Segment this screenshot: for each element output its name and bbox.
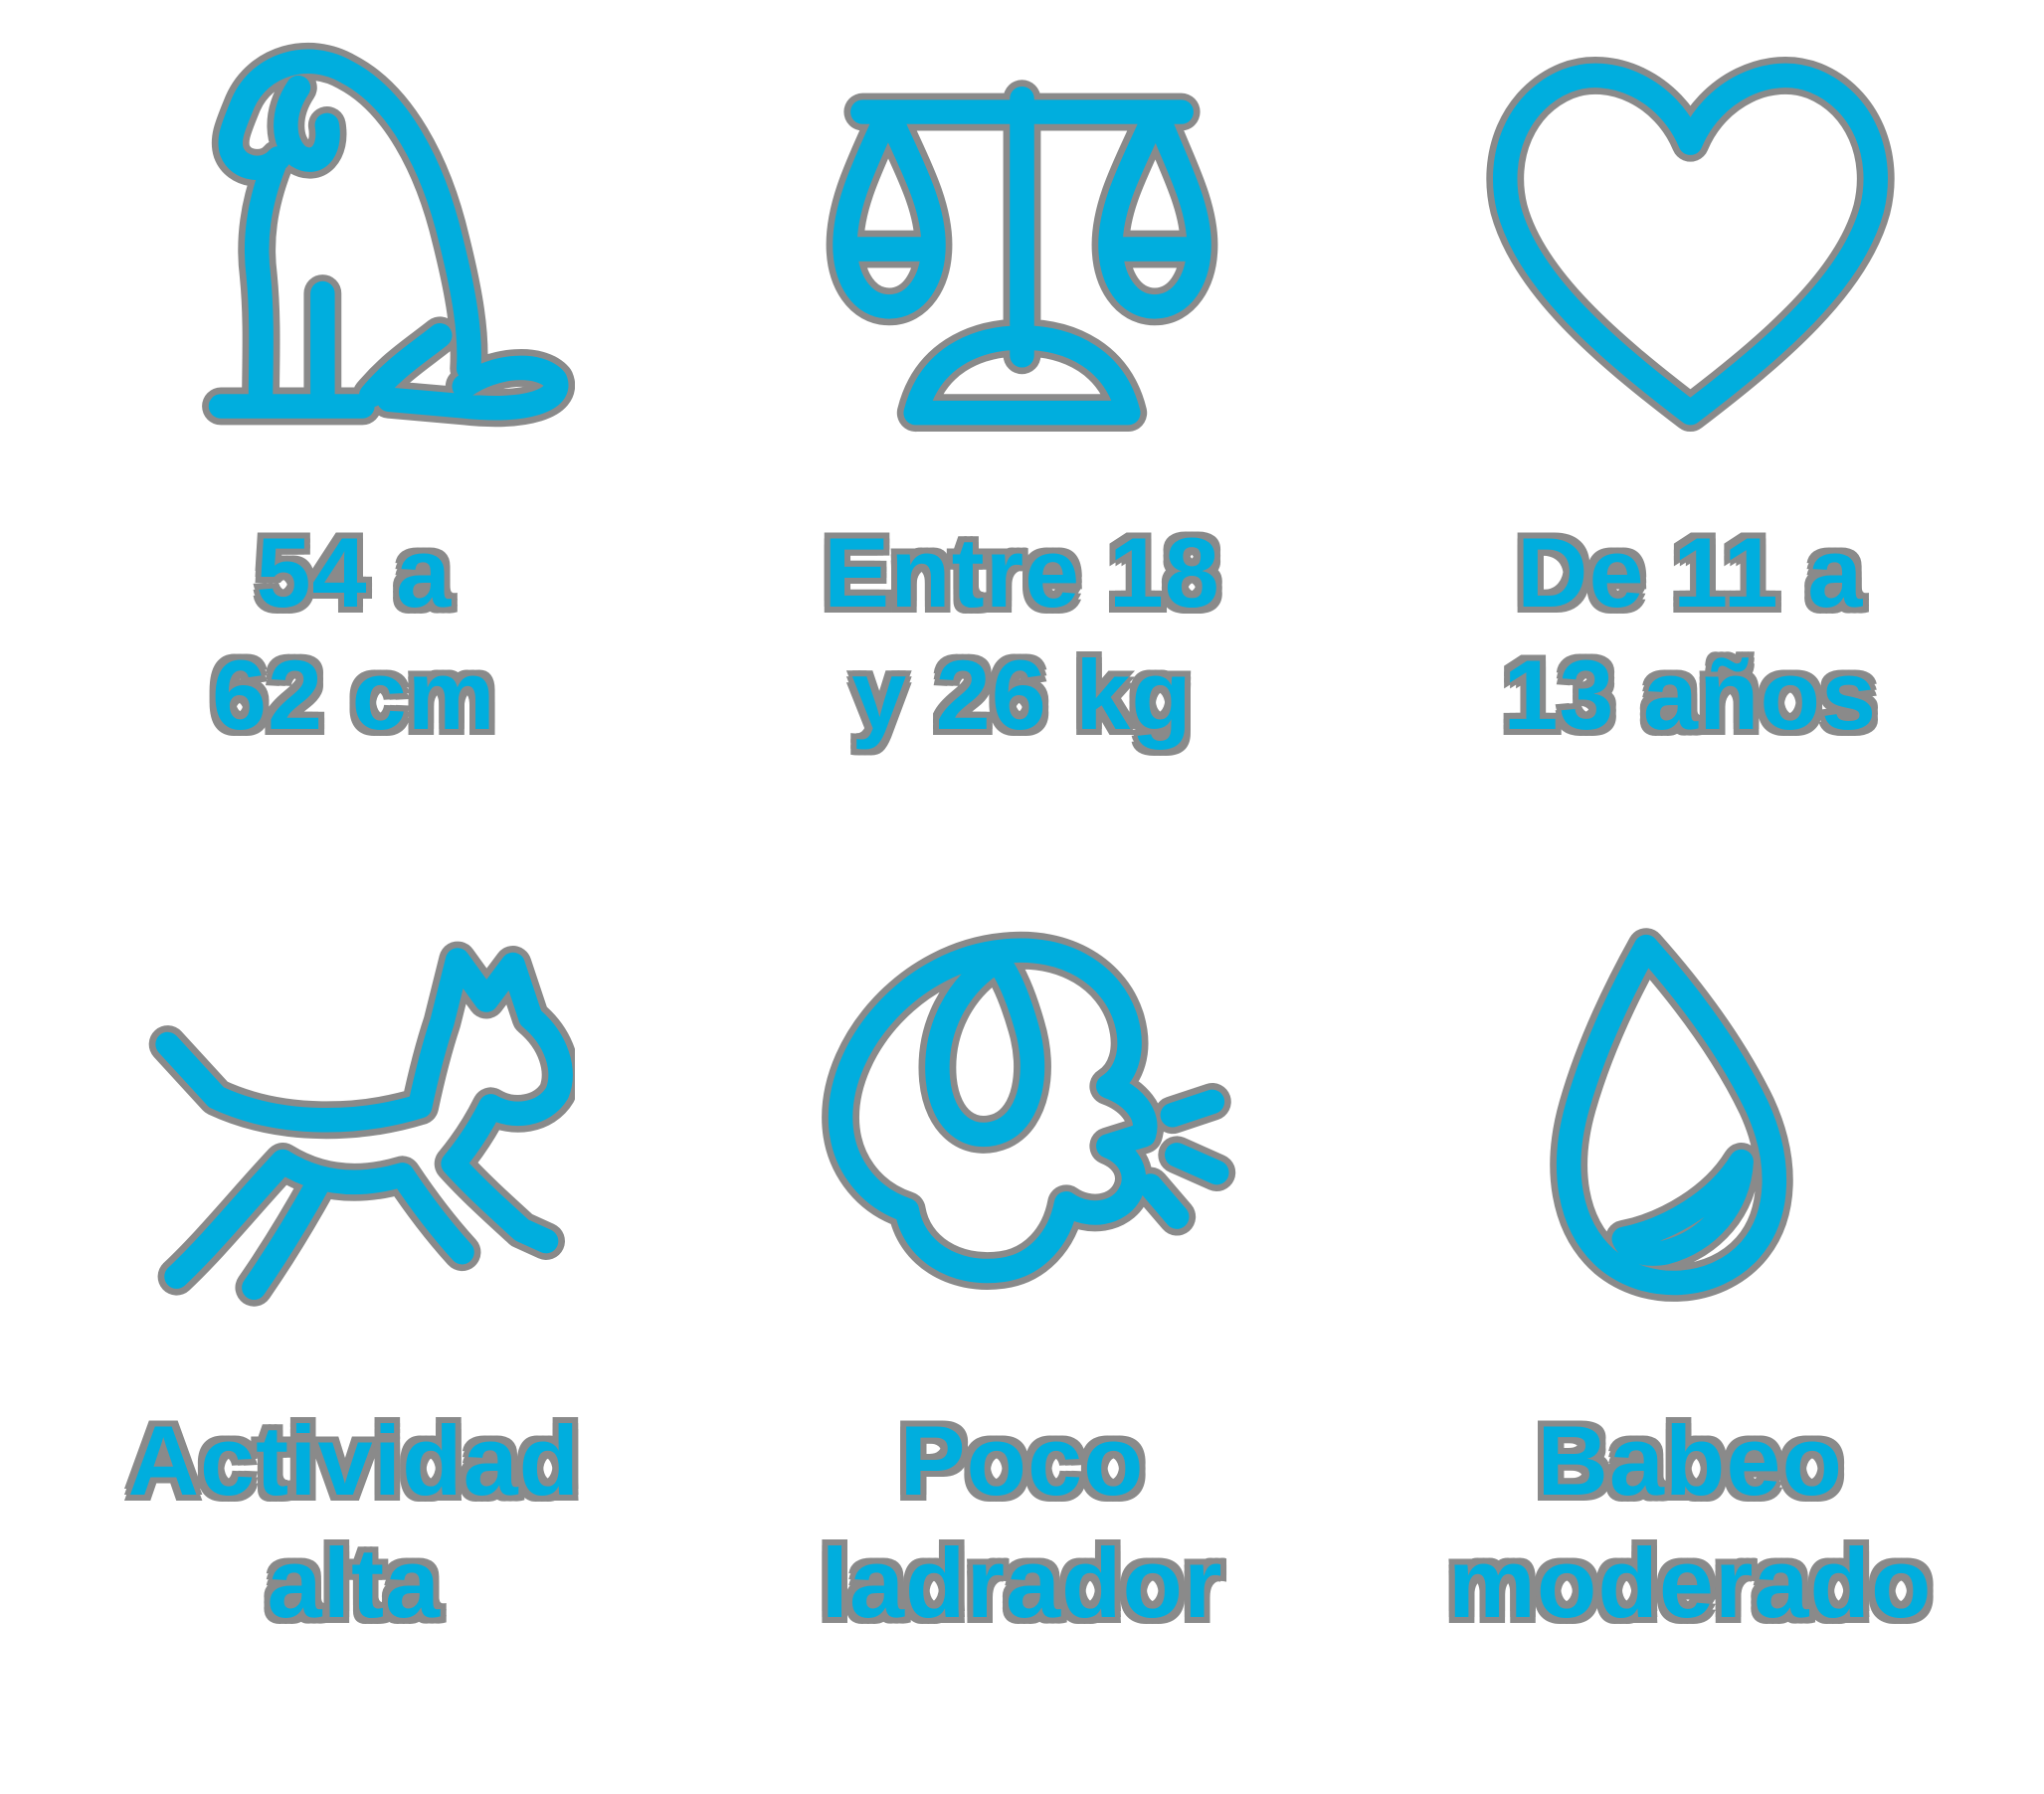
trait-label: Entre 18 y 26 kg	[824, 512, 1220, 757]
sitting-dog-icon	[132, 28, 575, 470]
trait-label-line1: De 11 a	[1517, 517, 1864, 628]
trait-label-line2: y 26 kg	[851, 638, 1193, 750]
trait-card-activity: Actividad alta	[20, 916, 688, 1764]
trait-label: De 11 a 13 años	[1503, 512, 1877, 757]
drop-icon	[1469, 916, 1912, 1358]
scale-icon	[801, 28, 1243, 470]
trait-label-line2: alta	[267, 1526, 442, 1638]
trait-label: Babeo moderado	[1448, 1400, 1933, 1645]
trait-card-lifespan: De 11 a 13 años	[1356, 28, 2024, 876]
trait-card-weight: Entre 18 y 26 kg	[688, 28, 1357, 876]
heart-icon	[1469, 28, 1912, 470]
trait-label-line2: 62 cm	[211, 638, 496, 750]
trait-label: 54 a 62 cm	[212, 512, 496, 757]
trait-card-height: 54 a 62 cm	[20, 28, 688, 876]
trait-label: Actividad alta	[128, 1400, 581, 1645]
trait-label-line2: 13 años	[1503, 638, 1878, 750]
trait-label-line1: Actividad	[127, 1405, 581, 1516]
trait-card-drooling: Babeo moderado	[1356, 916, 2024, 1764]
trait-card-barking: Poco ladrador	[688, 916, 1357, 1764]
barking-dog-icon	[801, 916, 1243, 1358]
trait-label-line1: 54 a	[256, 517, 453, 628]
trait-label-line2: ladrador	[821, 1526, 1223, 1638]
trait-label-line1: Babeo	[1537, 1405, 1843, 1516]
trait-label: Poco ladrador	[821, 1400, 1222, 1645]
trait-label-line1: Poco	[899, 1405, 1145, 1516]
running-dog-icon	[132, 916, 575, 1358]
trait-label-line2: moderado	[1447, 1526, 1933, 1638]
trait-label-line1: Entre 18	[824, 517, 1220, 628]
